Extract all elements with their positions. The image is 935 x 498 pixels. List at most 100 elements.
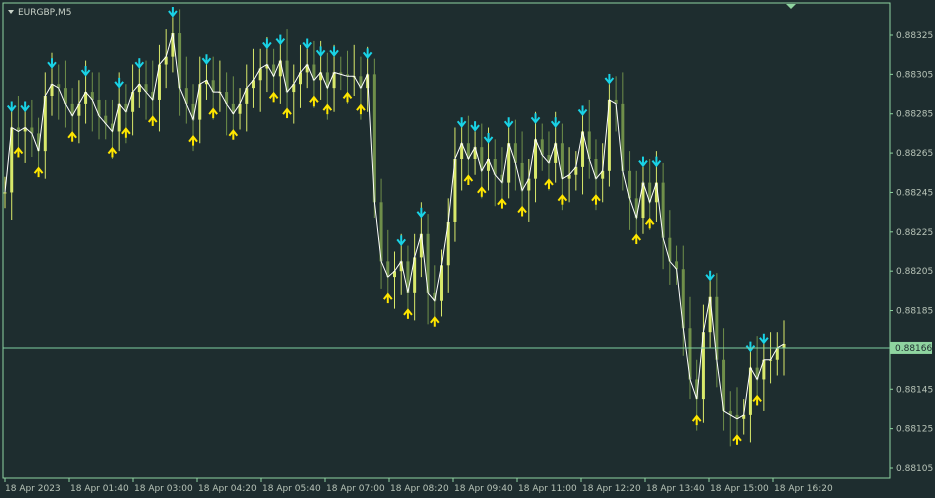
candle-body xyxy=(16,127,20,132)
sell-arrow-icon xyxy=(745,341,756,353)
sell-arrow-icon xyxy=(396,235,406,246)
buy-arrow-icon xyxy=(121,127,131,138)
price-label: 0.88245 xyxy=(896,188,933,198)
candle-body xyxy=(393,271,396,278)
buy-arrow-icon xyxy=(147,115,158,126)
candle-body xyxy=(90,92,94,100)
candle-body xyxy=(37,133,41,152)
buy-arrow-icon xyxy=(356,103,366,115)
sell-arrow-icon xyxy=(275,34,286,46)
sell-arrow-icon xyxy=(470,121,480,132)
buy-arrow-icon xyxy=(644,217,655,229)
candle-body xyxy=(413,257,417,293)
plot-frame xyxy=(2,2,891,479)
candle-body xyxy=(379,202,383,262)
candle-body xyxy=(258,68,262,81)
candle-body xyxy=(480,147,484,171)
candle-body xyxy=(628,170,632,199)
buy-arrow-icon xyxy=(752,394,762,406)
candle-body xyxy=(722,359,726,411)
candle-body xyxy=(782,344,786,348)
candle-body xyxy=(124,103,128,112)
candle-body xyxy=(191,103,195,120)
candle-body xyxy=(386,261,390,278)
candle-body xyxy=(399,261,403,272)
candle-body xyxy=(225,92,229,104)
sell-arrow-icon xyxy=(168,7,178,18)
sell-arrow-icon xyxy=(530,113,541,124)
candle-body xyxy=(493,158,497,175)
buy-arrow-icon xyxy=(309,95,319,107)
buy-arrow-icon xyxy=(342,91,353,103)
candle-body xyxy=(587,131,591,159)
buy-arrow-icon xyxy=(268,91,279,103)
candle-body xyxy=(110,123,114,132)
candle-body xyxy=(426,233,430,293)
time-label: 18 Apr 08:20 xyxy=(390,484,449,494)
candle-body xyxy=(251,80,255,89)
chart-shift-marker-icon[interactable] xyxy=(786,4,796,9)
sell-arrow-icon xyxy=(329,46,339,57)
candle-body xyxy=(406,261,410,293)
sell-arrow-icon xyxy=(134,58,145,69)
candle-body xyxy=(151,92,155,100)
candle-body xyxy=(735,414,739,419)
candle-body xyxy=(708,296,712,333)
dropdown-triangle-icon[interactable] xyxy=(8,10,14,14)
buy-arrow-icon xyxy=(517,205,527,217)
candle-body xyxy=(446,221,450,266)
candle-body xyxy=(473,147,477,159)
candle-body xyxy=(581,131,585,167)
buy-arrow-icon xyxy=(544,178,554,189)
candle-body xyxy=(178,33,182,89)
candle-body xyxy=(460,143,464,159)
candle-body xyxy=(43,96,47,152)
candle-body xyxy=(466,143,470,159)
sell-arrow-icon xyxy=(362,48,373,59)
candle-body xyxy=(30,127,34,134)
price-box: 0.88166 xyxy=(890,341,932,354)
candle-body xyxy=(77,103,81,116)
time-label: 18 Apr 05:40 xyxy=(262,484,321,494)
candle-body xyxy=(144,84,148,93)
candle-body xyxy=(211,80,215,93)
candle-body xyxy=(654,182,658,203)
candle-body xyxy=(204,80,208,85)
candle-body xyxy=(762,359,766,380)
time-label: 18 Apr 04:20 xyxy=(198,484,257,494)
buy-arrow-icon xyxy=(383,292,393,304)
buy-arrow-icon xyxy=(13,146,24,158)
candle-body xyxy=(319,72,323,81)
candle-body xyxy=(634,198,638,219)
candle-body xyxy=(184,88,188,104)
symbol-title-group[interactable]: EURGBP,M5 xyxy=(8,8,71,18)
buy-arrow-icon xyxy=(282,107,292,119)
candle-body xyxy=(339,72,343,75)
sell-arrow-icon xyxy=(705,270,715,282)
sell-arrow-icon xyxy=(6,101,17,113)
price-label: 0.88205 xyxy=(896,267,933,277)
candle-body xyxy=(755,367,759,380)
buy-arrow-icon xyxy=(591,194,601,205)
current-price-label: 0.88166 xyxy=(895,344,932,354)
candle-body xyxy=(453,158,457,222)
candle-body xyxy=(648,182,652,203)
series-line xyxy=(4,32,785,420)
candle-body xyxy=(769,359,773,361)
sell-arrow-icon xyxy=(503,117,514,128)
candle-body xyxy=(298,72,302,85)
buy-arrow-icon xyxy=(67,131,77,142)
candle-body xyxy=(668,237,672,262)
candle-body xyxy=(345,74,349,77)
candle-body xyxy=(23,127,27,132)
candle-body xyxy=(621,103,625,171)
price-label: 0.88325 xyxy=(896,31,933,41)
time-label: 18 Apr 09:40 xyxy=(454,484,513,494)
sell-arrow-icon xyxy=(80,66,91,77)
candle-body xyxy=(359,76,363,89)
candle-body xyxy=(157,64,161,100)
buy-arrow-icon xyxy=(322,103,333,115)
candle-body xyxy=(332,72,336,89)
